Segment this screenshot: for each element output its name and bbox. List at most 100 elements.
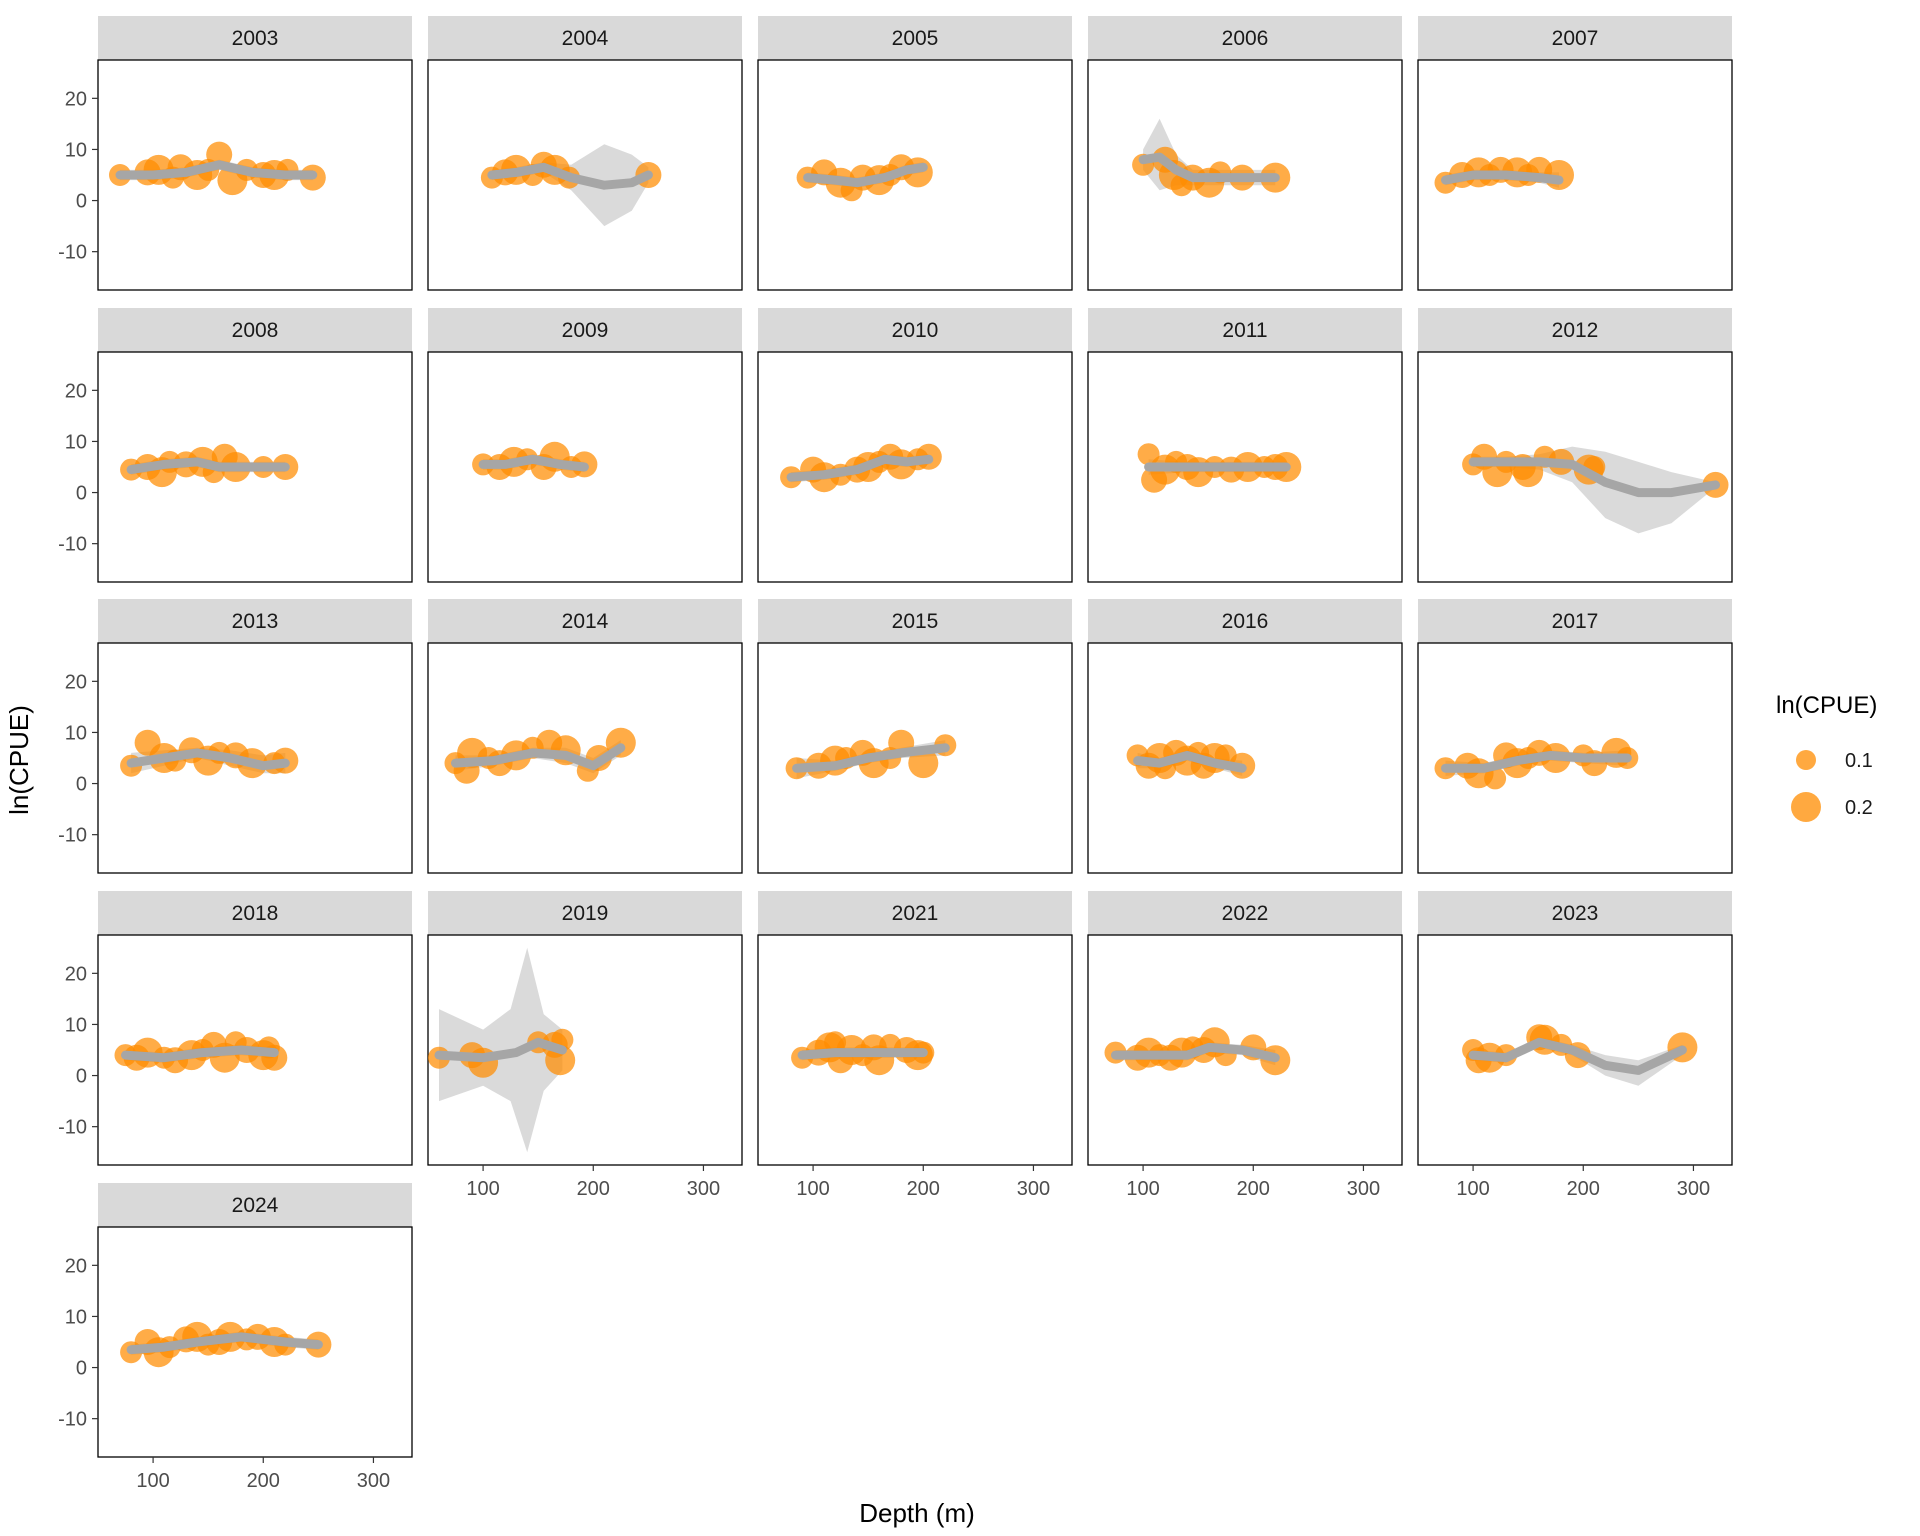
smooth-line-2005	[803, 162, 928, 188]
strip-label-2011: 2011	[1222, 319, 1267, 342]
strip-2015	[758, 599, 1072, 643]
data-point-2019-5	[545, 1045, 576, 1076]
smooth-line-2018	[121, 1045, 279, 1063]
strip-label-2008: 2008	[232, 319, 279, 342]
strip-label-2016: 2016	[1222, 610, 1269, 633]
strip-2017	[1418, 599, 1732, 643]
strip-label-2024: 2024	[232, 1194, 279, 1217]
strip-label-2021: 2021	[892, 902, 939, 925]
strip-2022	[1088, 891, 1402, 935]
panel-2017: 2017	[1417, 599, 1733, 874]
smooth-line-2013	[126, 748, 290, 771]
panel-plot-area-2011	[1137, 443, 1302, 493]
smooth-line-2004	[487, 162, 653, 190]
y-tick-label-2018-0: 0	[76, 1066, 87, 1088]
panel-plot-area-2004	[480, 144, 662, 227]
y-tick-label-2003-0: 0	[76, 191, 87, 213]
legend-key-0-2	[1791, 792, 1821, 822]
y-tick-label-2003-10: 10	[65, 139, 87, 161]
strip-label-2022: 2022	[1222, 902, 1269, 925]
legend-key-0-1	[1796, 750, 1816, 770]
panel-plot-area-2012	[1462, 443, 1729, 534]
x-tick-label-2019-100: 100	[466, 1178, 499, 1200]
panel-plot-area-2019	[428, 947, 576, 1153]
x-tick-label-2022-300: 300	[1347, 1178, 1380, 1200]
panel-plot-area-2003	[109, 141, 326, 196]
legend-label-0-2: 0.2	[1845, 797, 1873, 819]
smooth-line-2017	[1441, 750, 1632, 773]
strip-label-2010: 2010	[892, 319, 939, 342]
smooth-line-2009	[478, 454, 589, 472]
panel-plot-area-2010	[780, 443, 942, 493]
panel-2004: 2004	[427, 16, 743, 291]
panel-2016: 2016	[1087, 599, 1403, 874]
strip-2014	[428, 599, 742, 643]
panel-plot-area-2009	[472, 441, 598, 480]
panel-plot-area-2017	[1434, 737, 1639, 790]
strip-2018	[98, 891, 412, 935]
strip-label-2023: 2023	[1552, 902, 1599, 925]
y-tick-label-2013-10: 10	[65, 722, 87, 744]
panel-plot-area-2022	[1104, 1027, 1291, 1076]
panel-plot-area-2016	[1126, 739, 1256, 780]
panel-plot-area-2007	[1434, 156, 1574, 194]
legend-label-0-1: 0.1	[1845, 750, 1873, 772]
panel-plot-area-2021	[791, 1031, 935, 1076]
smooth-line-2019	[434, 1037, 567, 1063]
panel-2023: 2023 100 200 300	[1417, 891, 1733, 1200]
x-tick-label-2024-100: 100	[136, 1470, 169, 1492]
panel-2014: 2014	[427, 599, 743, 874]
smooth-line-2008	[126, 457, 290, 475]
panel-plot-area-2013	[120, 729, 299, 779]
strip-2008	[98, 308, 412, 352]
y-tick-label-2008--10: -10	[58, 534, 87, 556]
x-tick-label-2023-200: 200	[1567, 1178, 1600, 1200]
panel-2007: 2007	[1417, 16, 1733, 291]
strip-label-2018: 2018	[232, 902, 279, 925]
panel-plot-area-2008	[120, 443, 299, 488]
confidence-ribbon-2019	[439, 947, 563, 1153]
x-tick-label-2024-200: 200	[247, 1470, 280, 1492]
strip-2024	[98, 1183, 412, 1227]
strip-label-2012: 2012	[1552, 319, 1599, 342]
strip-label-2004: 2004	[562, 27, 609, 50]
panel-2003: 2003 -10 0 10 20	[58, 16, 413, 291]
data-point-2017-3	[1484, 767, 1507, 790]
panel-plot-area-2005	[796, 154, 933, 202]
strip-label-2013: 2013	[232, 610, 279, 633]
smooth-line-2014	[451, 743, 626, 771]
y-axis-title: ln(CPUE)	[4, 705, 34, 815]
y-tick-label-2013--10: -10	[58, 825, 87, 847]
strip-2007	[1418, 16, 1732, 60]
panel-plot-area-2018	[114, 1031, 288, 1074]
y-tick-label-2024-10: 10	[65, 1306, 87, 1328]
x-tick-label-2024-300: 300	[357, 1470, 390, 1492]
y-tick-label-2018--10: -10	[58, 1117, 87, 1139]
smooth-line-2012	[1468, 457, 1720, 498]
panel-2024: 2024 -10 0 10 20 100 200 300	[58, 1183, 413, 1492]
strip-2013	[98, 599, 412, 643]
strip-label-2015: 2015	[892, 610, 939, 633]
strip-2009	[428, 308, 742, 352]
y-tick-label-2008-20: 20	[65, 380, 87, 402]
strip-label-2006: 2006	[1222, 27, 1269, 50]
strip-label-2003: 2003	[232, 27, 279, 50]
smooth-line-2007	[1441, 170, 1564, 185]
panel-2019: 2019 100 200 300	[427, 891, 743, 1200]
panel-2018: 2018 -10 0 10 20	[58, 891, 413, 1166]
strip-2011	[1088, 308, 1402, 352]
panel-2005: 2005	[757, 16, 1073, 291]
smooth-line-2023	[1468, 1037, 1687, 1075]
panel-plot-area-2024	[120, 1321, 332, 1368]
strip-label-2019: 2019	[562, 902, 609, 925]
strip-label-2007: 2007	[1552, 27, 1599, 50]
y-tick-label-2008-10: 10	[65, 431, 87, 453]
y-tick-label-2008-0: 0	[76, 483, 87, 505]
smooth-line-2003	[115, 160, 318, 180]
panel-plot-area-2006	[1132, 118, 1291, 198]
x-tick-label-2023-300: 300	[1677, 1178, 1710, 1200]
strip-2006	[1088, 16, 1402, 60]
strip-2003	[98, 16, 412, 60]
smooth-line-2006	[1138, 152, 1280, 183]
smooth-line-2022	[1111, 1042, 1280, 1063]
